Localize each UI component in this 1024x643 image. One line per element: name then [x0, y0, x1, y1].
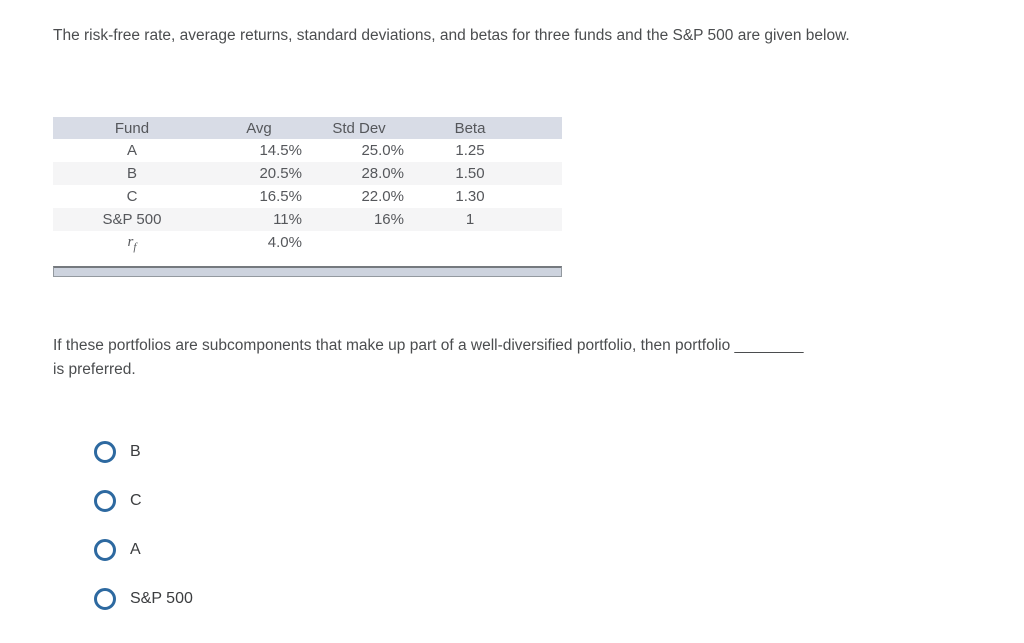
fund-cell: A	[126, 142, 137, 159]
beta-cell: 1.50	[455, 165, 485, 182]
intro-text: The risk-free rate, average returns, sta…	[53, 27, 850, 44]
radio-button-icon[interactable]	[94, 440, 116, 463]
fund-cell: B	[126, 165, 137, 182]
option-label[interactable]: S&P 500	[130, 589, 193, 607]
beta-cell	[411, 231, 562, 254]
column-header-beta: Beta	[411, 117, 562, 139]
column-header-avg: Avg	[211, 117, 307, 139]
std-dev-cell: 22.0%	[361, 188, 404, 205]
question-text: If these portfolios are subcomponents th…	[53, 334, 983, 382]
table-row-risk-free-rate: rf 4.0%	[53, 231, 562, 254]
funds-table: Fund Avg Std Dev Beta A 14.5% 25.0% 1.25…	[53, 117, 562, 254]
question-line2: is preferred.	[53, 361, 136, 378]
std-dev-cell: 25.0%	[361, 142, 404, 159]
radio-button-icon[interactable]	[94, 587, 116, 610]
std-dev-cell	[307, 231, 411, 254]
question-before-blank: If these portfolios are subcomponents th…	[53, 337, 731, 354]
option-label[interactable]: C	[130, 491, 142, 509]
column-header-std-dev: Std Dev	[307, 117, 411, 139]
answer-blank: ________	[734, 337, 804, 354]
option-row-c[interactable]: C	[94, 489, 193, 512]
beta-cell: 1.25	[455, 142, 485, 159]
radio-button-icon[interactable]	[94, 538, 116, 561]
std-dev-cell: 16%	[373, 211, 404, 228]
table-header-row: Fund Avg Std Dev Beta	[53, 117, 562, 139]
avg-cell: 14.5%	[259, 142, 302, 159]
column-header-fund: Fund	[53, 117, 211, 139]
risk-free-rate-symbol: rf	[127, 233, 137, 253]
option-row-sp500[interactable]: S&P 500	[94, 587, 193, 610]
option-label[interactable]: B	[130, 442, 141, 460]
std-dev-cell: 28.0%	[361, 165, 404, 182]
avg-cell: 20.5%	[259, 165, 302, 182]
table-row-fund-b: B 20.5% 28.0% 1.50	[53, 162, 562, 185]
radio-button-icon[interactable]	[94, 489, 116, 512]
option-row-a[interactable]: A	[94, 538, 193, 561]
fund-cell: rf	[53, 231, 211, 254]
avg-cell: 16.5%	[259, 188, 302, 205]
fund-cell: C	[126, 188, 138, 205]
table-horizontal-scrollbar[interactable]	[53, 266, 562, 277]
avg-cell: 4.0%	[267, 234, 302, 251]
table-row-sp500: S&P 500 11% 16% 1	[53, 208, 562, 231]
option-label[interactable]: A	[130, 540, 141, 558]
fund-cell: S&P 500	[102, 211, 162, 228]
beta-cell: 1.30	[455, 188, 485, 205]
table-row-fund-c: C 16.5% 22.0% 1.30	[53, 185, 562, 208]
table-row-fund-a: A 14.5% 25.0% 1.25	[53, 139, 562, 162]
answer-options: B C A S&P 500	[94, 440, 193, 636]
avg-cell: 11%	[273, 211, 302, 228]
beta-cell: 1	[465, 211, 475, 228]
option-row-b[interactable]: B	[94, 440, 193, 463]
